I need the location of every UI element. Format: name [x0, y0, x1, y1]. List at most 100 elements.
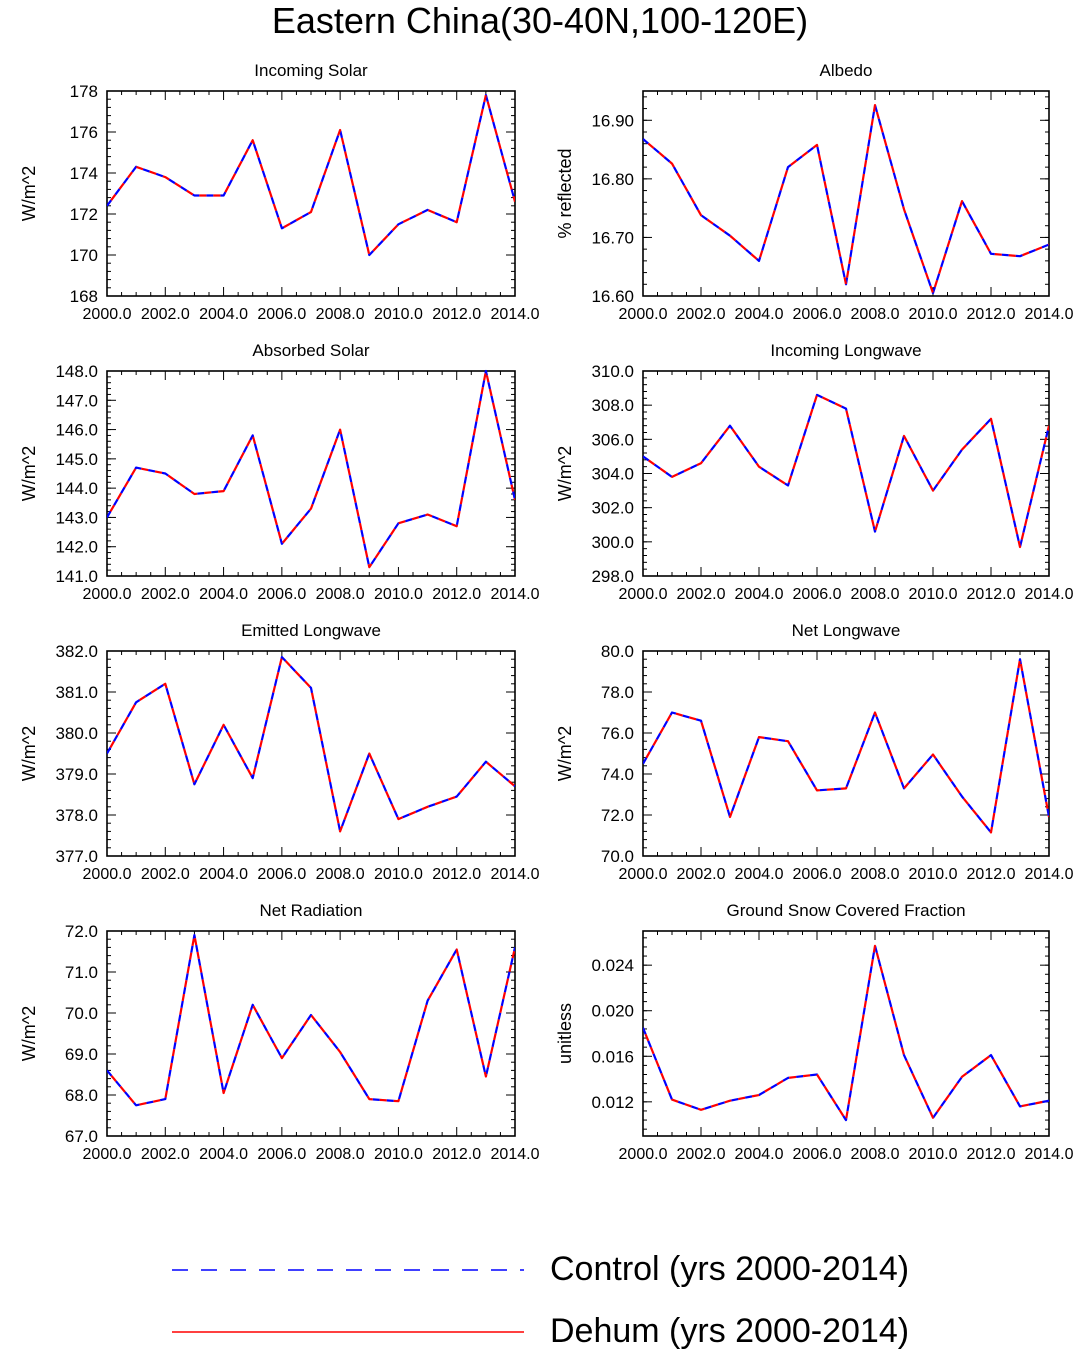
y-axis-label: unitless [555, 1003, 575, 1064]
series-line-control [643, 944, 1049, 1122]
plot-frame [106, 650, 516, 857]
x-tick-label: 2000.0 [619, 586, 668, 603]
x-tick-label: 2000.0 [619, 306, 668, 323]
x-tick-label: 2004.0 [735, 866, 784, 883]
x-tick-label: 2004.0 [735, 586, 784, 603]
x-tick-label: 2014.0 [1025, 586, 1074, 603]
x-tick-label: 2008.0 [851, 1146, 900, 1163]
x-tick-label: 2000.0 [83, 306, 132, 323]
x-tick-label: 2010.0 [909, 866, 958, 883]
x-tick-label: 2010.0 [909, 1146, 958, 1163]
y-tick-label: 379.0 [55, 765, 98, 784]
x-tick-label: 2014.0 [491, 1146, 540, 1163]
x-tick-label: 2006.0 [793, 1146, 842, 1163]
x-tick-label: 2006.0 [257, 1146, 306, 1163]
panel-8: Ground Snow Covered Fraction unitless 2000… [555, 901, 1074, 1163]
y-axis-label: W/m^2 [19, 1006, 39, 1061]
panel-6: Net Longwave W/m^2 2000.0 2002.0 2004.0 2006.… [555, 621, 1074, 883]
x-tick-label: 2012.0 [432, 1146, 481, 1163]
panel-title: Net Longwave [792, 621, 901, 640]
y-tick-label: 298.0 [591, 567, 634, 586]
x-tick-label: 2012.0 [967, 866, 1016, 883]
x-tick-label: 2006.0 [257, 306, 306, 323]
x-tick-label: 2008.0 [316, 866, 365, 883]
panel-title: Albedo [820, 61, 873, 80]
y-tick-label: 68.0 [65, 1086, 98, 1105]
y-axis-label: W/m^2 [555, 726, 575, 781]
panel-title: Ground Snow Covered Fraction [726, 901, 965, 920]
x-tick-label: 2012.0 [967, 1146, 1016, 1163]
x-tick-label: 2014.0 [491, 586, 540, 603]
x-tick-label: 2002.0 [141, 866, 190, 883]
legend-label-control: Control (yrs 2000-2014) [550, 1250, 910, 1288]
panel-3: Absorbed Solar W/m^2 2000.0 2002.0 2004.0 200… [19, 341, 540, 603]
y-tick-label: 306.0 [591, 430, 634, 449]
y-tick-label: 178 [70, 82, 98, 101]
y-tick-label: 308.0 [591, 396, 634, 415]
x-tick-label: 2008.0 [316, 306, 365, 323]
y-tick-label: 70.0 [65, 1004, 98, 1023]
y-tick-label: 78.0 [601, 683, 634, 702]
series-line-dehum [643, 393, 1049, 549]
x-tick-label: 2002.0 [677, 866, 726, 883]
y-tick-label: 67.0 [65, 1127, 98, 1146]
panel-title: Emitted Longwave [241, 621, 381, 640]
y-tick-label: 16.70 [591, 228, 634, 247]
plot-frame [642, 650, 1050, 857]
y-axis-label: W/m^2 [555, 446, 575, 501]
x-tick-label: 2010.0 [374, 306, 423, 323]
panel-title: Net Radiation [259, 901, 362, 920]
x-tick-label: 2008.0 [316, 586, 365, 603]
y-tick-label: 72.0 [601, 806, 634, 825]
x-tick-label: 2010.0 [909, 586, 958, 603]
y-tick-label: 141.0 [55, 567, 98, 586]
y-tick-label: 174 [70, 164, 98, 183]
y-tick-label: 172 [70, 205, 98, 224]
series-line-dehum [107, 93, 515, 257]
x-tick-label: 2012.0 [967, 306, 1016, 323]
x-tick-label: 2002.0 [141, 306, 190, 323]
y-tick-label: 381.0 [55, 683, 98, 702]
y-tick-label: 146.0 [55, 421, 98, 440]
x-tick-label: 2010.0 [374, 1146, 423, 1163]
series-line-dehum [643, 944, 1049, 1122]
figure-title: Eastern China(30-40N,100-120E) [271, 0, 809, 41]
x-tick-label: 2014.0 [1025, 866, 1074, 883]
x-tick-label: 2006.0 [257, 586, 306, 603]
x-tick-label: 2008.0 [851, 586, 900, 603]
y-tick-label: 302.0 [591, 499, 634, 518]
y-tick-label: 74.0 [601, 765, 634, 784]
x-tick-label: 2002.0 [677, 586, 726, 603]
y-tick-label: 0.020 [591, 1002, 634, 1021]
x-tick-label: 2000.0 [83, 1146, 132, 1163]
x-tick-label: 2014.0 [1025, 306, 1074, 323]
series-line-control [643, 103, 1049, 295]
x-tick-label: 2002.0 [677, 1146, 726, 1163]
y-axis-label: W/m^2 [19, 166, 39, 221]
plot-frame [106, 370, 516, 577]
x-tick-label: 2012.0 [432, 586, 481, 603]
panel-1: Incoming Solar W/m^2 2000.0 2002.0 2004.0 200… [19, 61, 540, 323]
series-line-control [107, 369, 515, 569]
y-tick-label: 0.024 [591, 956, 634, 975]
y-tick-label: 142.0 [55, 538, 98, 557]
panel-title: Incoming Solar [254, 61, 368, 80]
series-line-control [107, 93, 515, 257]
x-tick-label: 2012.0 [432, 306, 481, 323]
y-tick-label: 76.0 [601, 724, 634, 743]
x-tick-label: 2004.0 [199, 306, 248, 323]
x-tick-label: 2004.0 [735, 306, 784, 323]
series-line-dehum [107, 655, 515, 833]
series-line-control [107, 655, 515, 833]
x-tick-label: 2000.0 [83, 586, 132, 603]
x-tick-label: 2012.0 [967, 586, 1016, 603]
x-tick-label: 2008.0 [851, 866, 900, 883]
series-line-dehum [107, 933, 515, 1107]
y-tick-label: 168 [70, 287, 98, 306]
series-line-control [107, 933, 515, 1107]
x-tick-label: 2004.0 [199, 1146, 248, 1163]
y-tick-label: 380.0 [55, 724, 98, 743]
x-tick-label: 2010.0 [909, 306, 958, 323]
x-tick-label: 2014.0 [491, 306, 540, 323]
x-tick-label: 2006.0 [793, 866, 842, 883]
